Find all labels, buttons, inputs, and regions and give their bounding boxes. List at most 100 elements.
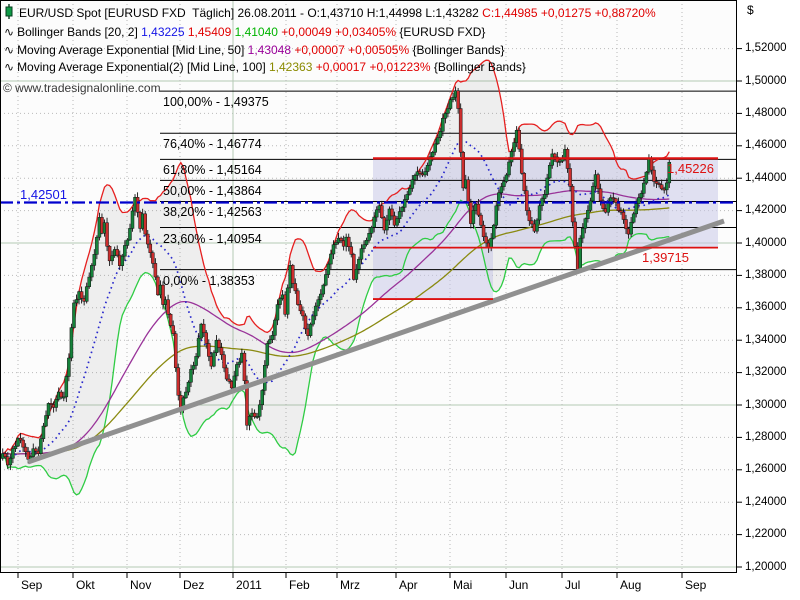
gridlines [0, 0, 737, 573]
down-candle [18, 437, 23, 441]
up-candle [90, 265, 94, 278]
down-candle [171, 325, 175, 334]
up-candle [69, 327, 74, 359]
down-candle [573, 221, 577, 247]
up-candle [11, 448, 15, 459]
up-candle [273, 319, 277, 336]
legend-row-bollinger[interactable]: ∿ Bollinger Bands [20, 2] 1,43225 1,4540… [4, 24, 485, 40]
down-candle [252, 412, 257, 417]
up-candle [329, 253, 333, 265]
support-price-label[interactable]: 1,39715 [642, 250, 689, 265]
down-candle [49, 403, 53, 405]
up-candle [491, 224, 496, 239]
legend-row-ema100[interactable]: ∿ Moving Average Exponential(2) [Mid Lin… [4, 59, 526, 75]
up-candle [362, 244, 366, 249]
down-candle [161, 284, 165, 305]
x-axis-label: Mrz [340, 578, 360, 592]
legend-segment: {EURUSD FXD} [399, 25, 486, 39]
down-candle [380, 205, 384, 218]
x-axis-label: Sep [21, 578, 43, 592]
down-candle [611, 197, 616, 200]
down-candle [59, 391, 63, 398]
indicator-curve-icon: ∿ [4, 25, 15, 39]
legend-row-instrument[interactable]: EUR/USD Spot [EURUSD FXD Täglich] 26.08.… [4, 4, 656, 21]
level-price-label[interactable]: 1,42501 [20, 187, 67, 202]
up-candle [441, 118, 445, 132]
up-candle [451, 96, 455, 101]
ema50-legend: Moving Average Exponential [Mid Line, 50… [17, 43, 505, 57]
down-candle [517, 129, 521, 150]
legend-segment: 1,43225 [141, 25, 188, 39]
up-candle [275, 304, 280, 321]
y-axis-label: 1,20000 [745, 560, 787, 573]
up-candle [191, 365, 196, 370]
down-candle [173, 333, 178, 368]
x-axis-label: Dez [183, 578, 205, 592]
down-candle [242, 352, 247, 381]
up-candle [74, 299, 79, 304]
y-axis-label: 1,24000 [745, 495, 787, 508]
up-candle [629, 221, 633, 235]
y-axis-label: 1,48000 [745, 106, 787, 119]
down-candle [652, 169, 656, 182]
down-candle [624, 219, 628, 230]
up-candle [667, 161, 672, 184]
up-candle [591, 185, 595, 202]
up-candle [502, 181, 506, 187]
up-candle [31, 448, 36, 457]
resistance-price-label[interactable]: 1,45226 [667, 161, 714, 176]
up-candle [588, 200, 593, 211]
trend-line[interactable] [27, 218, 725, 465]
y-axis-label: 1,44000 [745, 171, 787, 184]
up-candle [558, 160, 562, 163]
legend-segment: 1,43048 [247, 43, 295, 57]
up-candle [308, 323, 313, 336]
down-candle [303, 315, 308, 330]
x-axis-label: Jul [565, 578, 581, 592]
up-candle [321, 284, 326, 295]
up-candle [489, 237, 493, 249]
down-candle [659, 184, 664, 190]
down-candle [657, 183, 661, 185]
candlestick-series[interactable] [0, 86, 672, 471]
up-candle [72, 302, 76, 328]
down-candle [291, 265, 295, 284]
up-candle [433, 143, 437, 153]
down-candle [79, 291, 84, 299]
up-candle [39, 438, 43, 454]
down-candle [601, 200, 605, 209]
legend-segment: +0,00017 +0,01223% [315, 60, 434, 74]
fib-label: 0,00% - 1,38353 [163, 273, 255, 288]
down-candle [301, 310, 305, 317]
down-candle [293, 283, 298, 292]
up-candle [8, 458, 13, 466]
down-candle [153, 263, 158, 278]
y-axis-label: 1,52000 [745, 42, 787, 55]
up-candle [606, 202, 610, 213]
ema100-legend: Moving Average Exponential(2) [Mid Line,… [17, 60, 526, 74]
up-candle [537, 205, 542, 221]
sub-zone-rectangle[interactable] [373, 247, 493, 300]
up-candle [634, 203, 638, 215]
up-candle [367, 233, 371, 241]
up-candle [326, 263, 331, 275]
up-candle [425, 164, 430, 172]
legend-row-ema50[interactable]: ∿ Moving Average Exponential [Mid Line, … [4, 42, 505, 58]
y-axis-label: 1,26000 [745, 463, 787, 476]
up-candle [446, 108, 450, 114]
legend-segment: {Bollinger Bands} [412, 43, 505, 57]
bollinger-upper-band-line [2, 59, 670, 455]
up-candle [46, 403, 51, 416]
up-candle [268, 339, 272, 344]
down-candle [151, 252, 155, 264]
up-candle [123, 245, 127, 257]
up-candle [313, 305, 318, 317]
down-candle [570, 186, 575, 223]
up-candle [44, 415, 48, 427]
up-candle [212, 352, 216, 367]
legend-segment: 1,42363 [269, 60, 316, 74]
fib-label: 38,20% - 1,42563 [163, 205, 262, 220]
legend-segment: Bollinger Bands [20, 2] [17, 25, 142, 39]
up-candle [357, 258, 361, 270]
